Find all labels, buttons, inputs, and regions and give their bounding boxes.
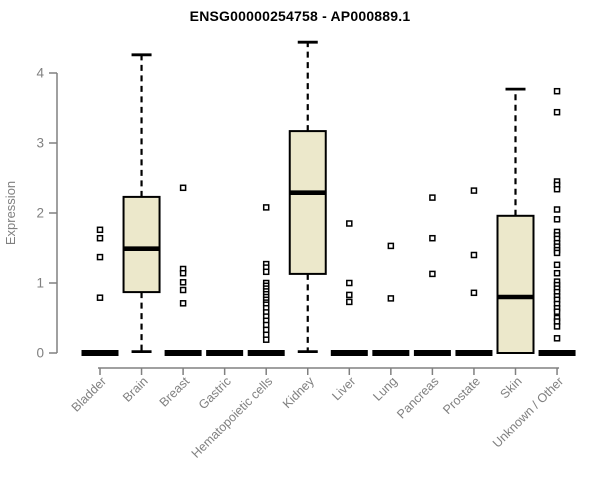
outlier-point [553, 108, 561, 116]
y-tick-label: 2 [36, 206, 44, 221]
outlier-point [387, 242, 395, 250]
x-axis-label-brain: Brain [120, 374, 151, 405]
x-axis-label-lung: Lung [370, 374, 400, 404]
x-axis-label-kidney: Kidney [280, 374, 317, 411]
x-axis-label-bladder: Bladder [69, 374, 109, 414]
box [122, 195, 161, 294]
outlier-point [346, 298, 353, 306]
outlier-point [429, 194, 436, 201]
outlier-point [429, 234, 436, 242]
outlier-point [96, 234, 104, 242]
outlier-point [262, 336, 270, 343]
y-tick-label: 1 [36, 276, 44, 291]
x-axis-label-skin: Skin [498, 374, 525, 401]
outlier-point [429, 270, 436, 278]
collapsed-box [164, 350, 202, 356]
x-axis-label-unknown-other: Unknown / Other [490, 374, 566, 450]
outlier-point [553, 216, 561, 223]
outlier-point [553, 87, 561, 95]
outlier-point [96, 226, 104, 234]
outlier-point [387, 295, 395, 302]
outlier-point [553, 185, 561, 193]
y-tick-label: 0 [36, 346, 44, 361]
collapsed-box [413, 350, 451, 356]
outlier-point [470, 187, 478, 194]
box [288, 130, 327, 275]
outlier-point [470, 289, 478, 297]
y-tick-label: 3 [36, 136, 44, 151]
outlier-point [346, 279, 353, 287]
outlier-point [179, 269, 187, 277]
y-tick-label: 4 [36, 66, 44, 81]
outlier-point [346, 291, 353, 299]
collapsed-box [247, 350, 285, 356]
x-axis-label-hematopoietic-cells: Hematopoietic cells [189, 374, 276, 461]
collapsed-box [372, 350, 410, 356]
outlier-point [553, 335, 561, 342]
collapsed-box [330, 350, 368, 356]
y-axis-title: Expression [3, 181, 18, 245]
outlier-point [553, 323, 561, 330]
collapsed-box [81, 350, 119, 356]
outlier-point [553, 261, 561, 269]
x-axis-label-prostate: Prostate [440, 374, 483, 417]
chart-title: ENSG00000254758 - AP000889.1 [189, 8, 411, 24]
outlier-point [553, 206, 561, 213]
outlier-point [179, 184, 187, 192]
outlier-point [262, 204, 270, 211]
collapsed-box [455, 350, 493, 356]
collapsed-box [538, 350, 576, 356]
outlier-point [179, 300, 187, 307]
outlier-point [553, 269, 561, 277]
outlier-point [346, 220, 353, 227]
x-axis-label-pancreas: Pancreas [394, 374, 441, 421]
outlier-point [470, 251, 478, 259]
collapsed-box [206, 350, 244, 356]
outlier-point [262, 268, 270, 276]
outlier-point [96, 294, 104, 301]
outlier-point [179, 286, 187, 294]
box [496, 214, 535, 354]
x-axis-label-breast: Breast [157, 374, 193, 410]
outlier-point [96, 253, 104, 261]
outlier-point [179, 279, 187, 286]
x-axis-label-gastric: Gastric [196, 374, 234, 412]
outlier-point [553, 249, 561, 257]
outlier-point [553, 308, 561, 315]
x-axis-label-liver: Liver [329, 374, 358, 403]
